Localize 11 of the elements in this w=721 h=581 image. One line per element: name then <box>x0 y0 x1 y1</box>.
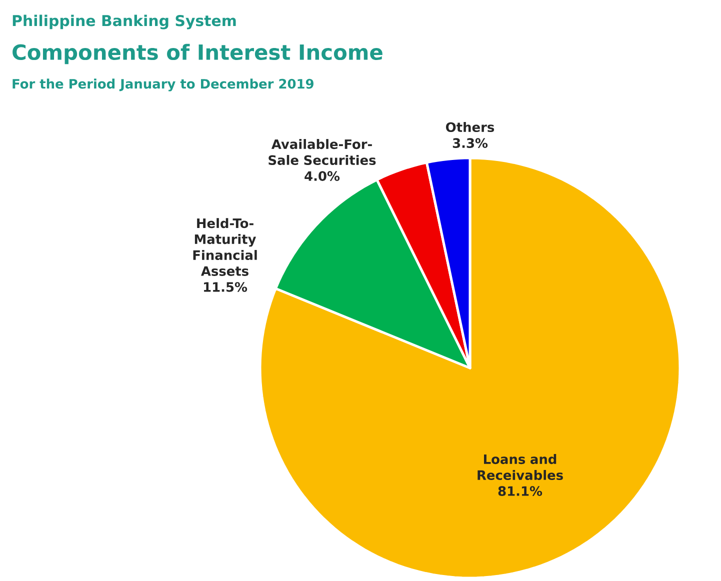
text: Philippine Banking System <box>12 14 236 30</box>
chart-title: Components of Interest Income <box>12 44 382 64</box>
data-label: 11.5% <box>204 282 248 292</box>
data-label: 4.0% <box>304 171 340 181</box>
slice-label: Loans and Receivables <box>478 454 563 480</box>
slice-label: Available-For-Sale Securities <box>268 139 376 166</box>
data-label: 81.1% <box>498 486 542 496</box>
data-label: 3.3% <box>452 138 488 148</box>
slice-label: Held-To-Maturity Financial Assets <box>193 218 257 276</box>
chart-subtitle: For the Period January to December 2019 <box>12 78 314 92</box>
slice-label: Others <box>446 122 494 132</box>
